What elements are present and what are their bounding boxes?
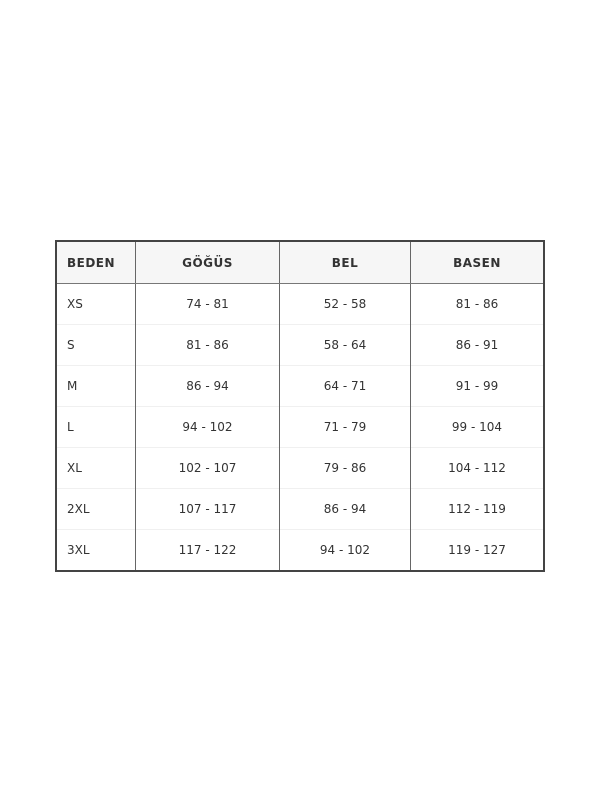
cell-size: 3XL	[56, 529, 136, 571]
cell-waist: 94 - 102	[279, 529, 411, 571]
header-basen: BASEN	[410, 241, 544, 284]
table-row: M 86 - 94 64 - 71 91 - 99	[56, 365, 544, 407]
cell-waist: 52 - 58	[279, 283, 411, 325]
header-gogus: GÖĞÜS	[135, 241, 280, 284]
cell-waist: 58 - 64	[279, 324, 411, 366]
table-row: L 94 - 102 71 - 79 99 - 104	[56, 406, 544, 448]
cell-size: XL	[56, 447, 136, 489]
cell-size: S	[56, 324, 136, 366]
cell-chest: 107 - 117	[135, 488, 280, 530]
cell-hip: 99 - 104	[410, 406, 544, 448]
header-beden: BEDEN	[56, 241, 136, 284]
cell-hip: 112 - 119	[410, 488, 544, 530]
size-chart-table: BEDEN GÖĞÜS BEL BASEN XS 74 - 81 52 - 58 81…	[55, 240, 545, 572]
cell-hip: 86 - 91	[410, 324, 544, 366]
table-row: XS 74 - 81 52 - 58 81 - 86	[56, 283, 544, 325]
cell-waist: 79 - 86	[279, 447, 411, 489]
cell-chest: 94 - 102	[135, 406, 280, 448]
cell-hip: 119 - 127	[410, 529, 544, 571]
cell-size: L	[56, 406, 136, 448]
cell-chest: 74 - 81	[135, 283, 280, 325]
table-row: XL 102 - 107 79 - 86 104 - 112	[56, 447, 544, 489]
cell-waist: 86 - 94	[279, 488, 411, 530]
cell-hip: 104 - 112	[410, 447, 544, 489]
cell-hip: 81 - 86	[410, 283, 544, 325]
cell-chest: 102 - 107	[135, 447, 280, 489]
cell-chest: 86 - 94	[135, 365, 280, 407]
table-row: 2XL 107 - 117 86 - 94 112 - 119	[56, 488, 544, 530]
cell-size: XS	[56, 283, 136, 325]
cell-chest: 81 - 86	[135, 324, 280, 366]
cell-size: M	[56, 365, 136, 407]
header-bel: BEL	[279, 241, 411, 284]
cell-size: 2XL	[56, 488, 136, 530]
table-row: 3XL 117 - 122 94 - 102 119 - 127	[56, 529, 544, 571]
cell-waist: 71 - 79	[279, 406, 411, 448]
cell-waist: 64 - 71	[279, 365, 411, 407]
header-row: BEDEN GÖĞÜS BEL BASEN	[56, 241, 544, 284]
cell-hip: 91 - 99	[410, 365, 544, 407]
cell-chest: 117 - 122	[135, 529, 280, 571]
table-row: S 81 - 86 58 - 64 86 - 91	[56, 324, 544, 366]
